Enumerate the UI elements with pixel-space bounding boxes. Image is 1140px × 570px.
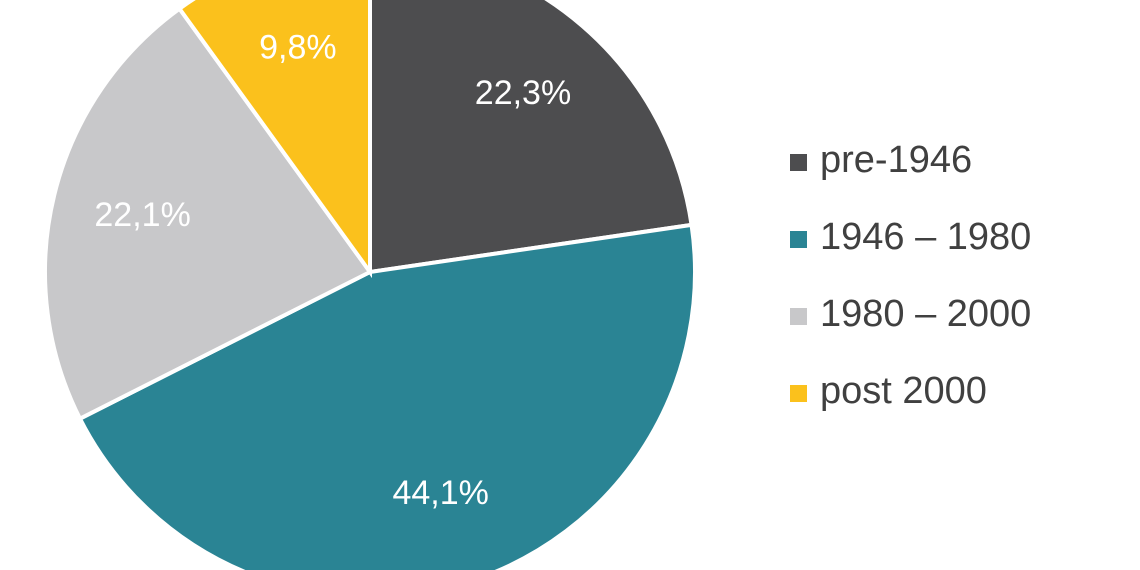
data-label: 44,1% xyxy=(392,474,488,512)
legend-label: post 2000 xyxy=(820,370,987,412)
legend-swatch xyxy=(790,308,807,325)
legend-label: 1946 – 1980 xyxy=(820,216,1031,258)
legend-label: pre-1946 xyxy=(820,139,972,181)
pie-slice xyxy=(368,0,694,275)
legend-label: 1980 – 2000 xyxy=(820,293,1031,335)
legend-swatch xyxy=(790,231,807,248)
pie-slice xyxy=(176,0,372,279)
legend-swatch xyxy=(790,154,807,171)
data-label: 22,3% xyxy=(475,74,571,112)
data-label: 22,1% xyxy=(94,196,190,234)
pie-slice xyxy=(77,222,697,570)
legend-swatch xyxy=(790,385,807,402)
pie-slice xyxy=(43,5,373,422)
data-label: 9,8% xyxy=(259,28,337,66)
